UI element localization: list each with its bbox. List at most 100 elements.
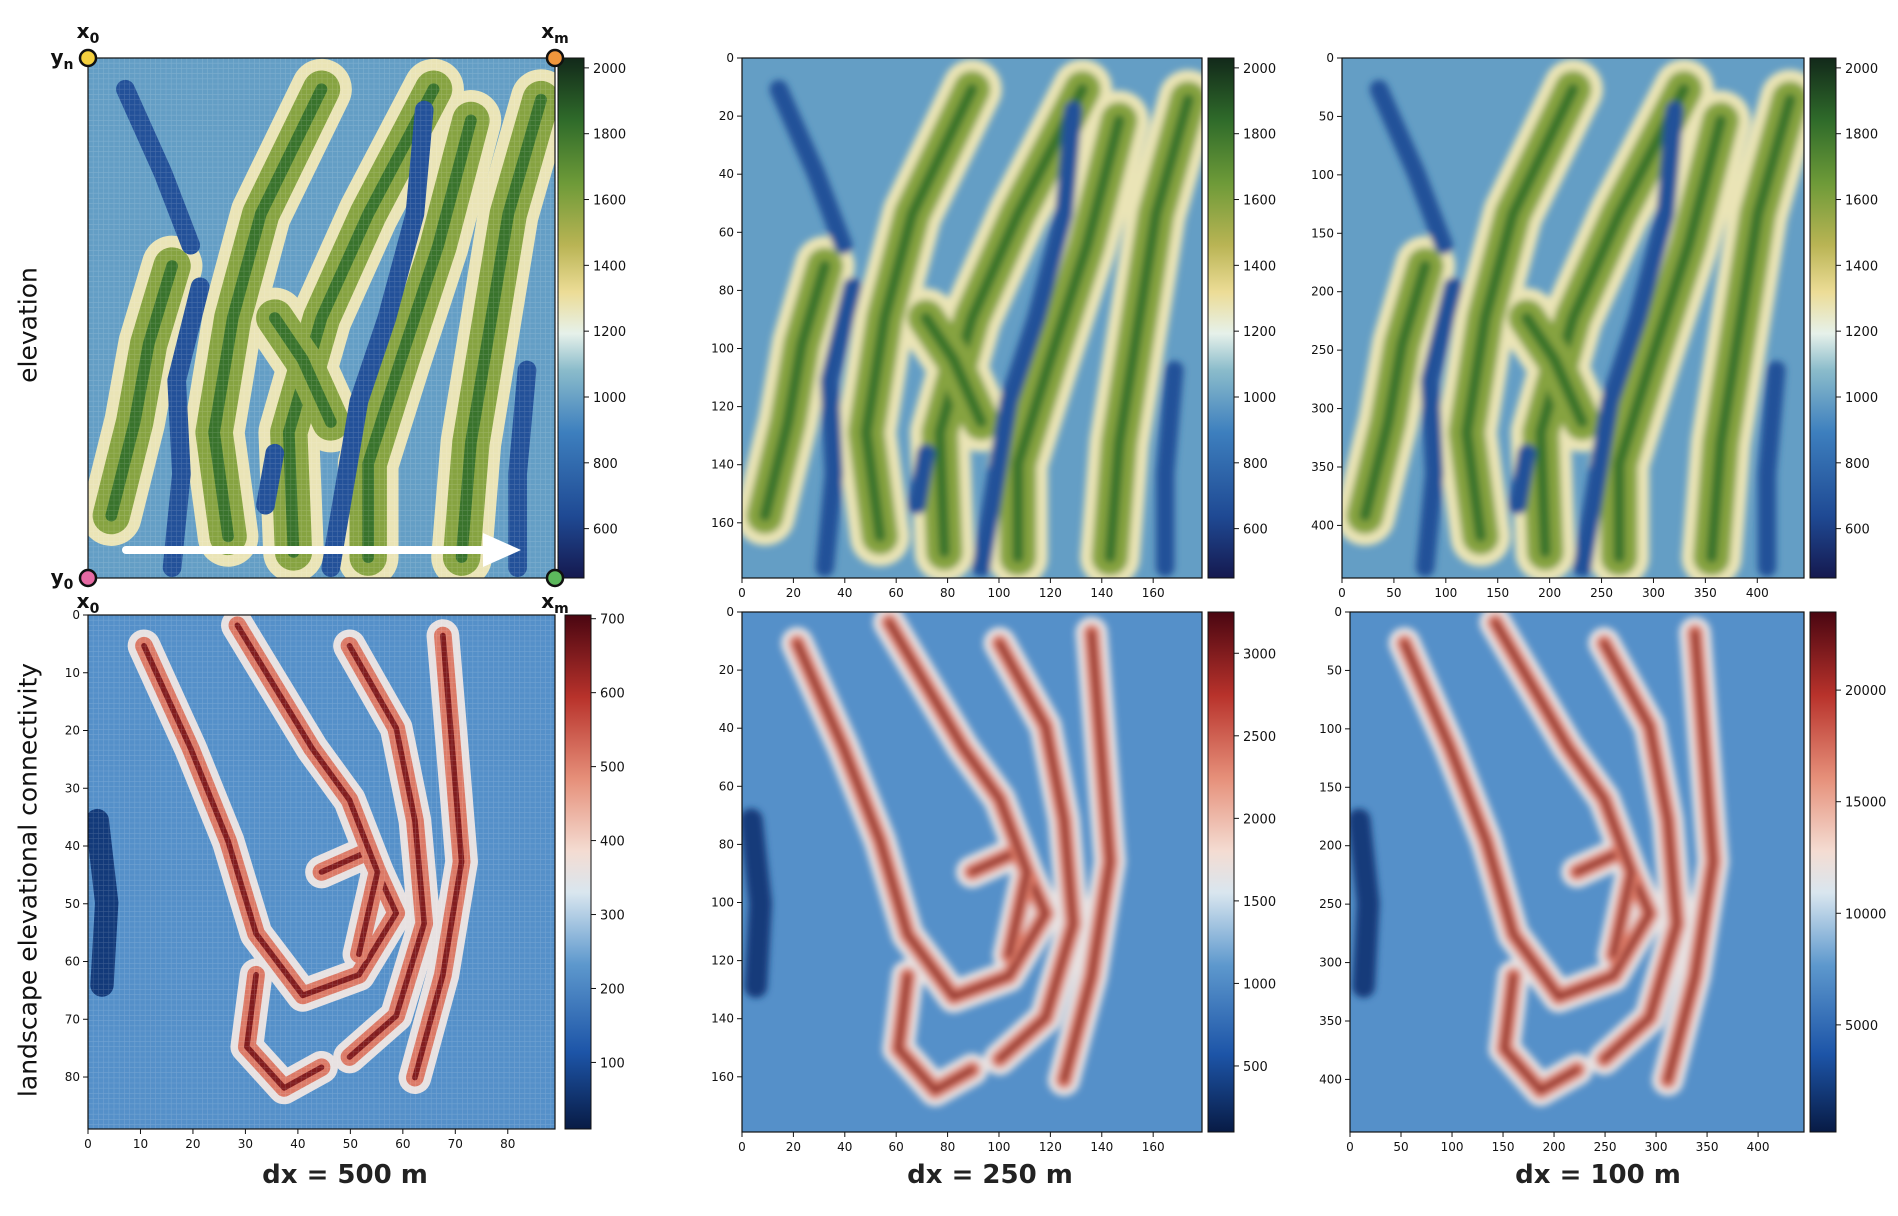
lec-250-colorbar-label: 2500 xyxy=(1243,730,1276,745)
elevation-250-valley xyxy=(972,100,1083,577)
lec-500-ytick-label: 60 xyxy=(65,955,80,969)
lec-500-low-zone xyxy=(88,808,119,997)
lec-500-xtick-label: 10 xyxy=(133,1137,148,1151)
lec-500-band-core xyxy=(243,971,325,1091)
elevation-100-xtick-label: 400 xyxy=(1746,586,1769,600)
elevation-500-valley xyxy=(321,100,434,577)
elevation-250-ridge-crest xyxy=(1104,93,1194,563)
lec-250-ytick-label: 0 xyxy=(726,605,734,619)
elevation-250-xtick-label: 60 xyxy=(889,586,904,600)
corner-label-xm-top: xm xyxy=(541,19,569,47)
elevation-250-xtick-label: 120 xyxy=(1039,586,1062,600)
elevation-100-colorbar-label: 1600 xyxy=(1845,194,1878,209)
lec-250-ytick-label: 40 xyxy=(719,721,734,735)
lec-100-xtick-label: 150 xyxy=(1492,1140,1515,1154)
elevation-100-xtick-label: 50 xyxy=(1386,586,1401,600)
elevation-100-ytick-label: 0 xyxy=(1326,51,1334,65)
lec-250-band-core xyxy=(996,640,1076,1062)
lec-500-field xyxy=(88,615,555,1129)
corner-label-xm-bottom: xm xyxy=(541,589,569,617)
elevation-250-ridge-crest xyxy=(920,312,987,428)
column-label-250: dx = 250 m xyxy=(907,1160,1073,1190)
panel-elevation-500: 600 800 1000 1200 1400 1600 1800 2000 xyxy=(87,57,626,579)
elevation-250-colorbar-label: 2000 xyxy=(1243,62,1276,77)
lec-250-ytick-label: 100 xyxy=(711,896,734,910)
elevation-100-ridge-crest xyxy=(1534,83,1690,558)
elevation-250-ytick-label: 0 xyxy=(726,51,734,65)
lec-250-ytick-label: 160 xyxy=(711,1070,734,1084)
lec-250-colorbar-label: 500 xyxy=(1243,1060,1268,1075)
elevation-100-ytick-label: 100 xyxy=(1311,168,1334,182)
elevation-500-pixel-grid xyxy=(88,58,555,578)
corner-label-x0-top: x0 xyxy=(77,19,100,47)
lec-250-ytick-label: 120 xyxy=(711,954,734,968)
elevation-100-ytick-label: 200 xyxy=(1311,285,1334,299)
lec-500-colorbar-label: 300 xyxy=(600,909,625,924)
lec-250-band-core xyxy=(1061,630,1113,1083)
elevation-250-colorbar xyxy=(1207,57,1235,579)
elevation-250-valley xyxy=(1155,360,1184,577)
elevation-100-xtick-label: 150 xyxy=(1486,586,1509,600)
corner-dot-x0-y0 xyxy=(78,568,98,588)
lec-500-band-core xyxy=(234,622,381,958)
elevation-250-colorbar-label: 1600 xyxy=(1243,194,1276,209)
elevation-250-xtick-label: 160 xyxy=(1142,586,1165,600)
lec-250-colorbar xyxy=(1207,611,1235,1133)
lec-100-colorbar-label: 20000 xyxy=(1845,684,1886,699)
elevation-250-xtick-label: 100 xyxy=(988,586,1011,600)
lec-500-xtick-label: 50 xyxy=(343,1137,358,1151)
elevation-500-field xyxy=(88,58,555,578)
elevation-100-ytick-label: 350 xyxy=(1311,460,1334,474)
elevation-500-ridge-crest xyxy=(282,83,440,558)
elevation-500-colorbar-label: 1600 xyxy=(593,194,626,209)
elevation-100-valley xyxy=(1369,79,1453,255)
lec-250-xtick-label: 80 xyxy=(940,1140,955,1154)
elevation-100-ytick-label: 150 xyxy=(1311,226,1334,240)
panel-lec-500: 0 10 20 30 40 50 60 70 80 0 10 20 30 40 50 60 70 80 100 200… xyxy=(65,608,625,1151)
lec-500-colorbar-label: 200 xyxy=(600,982,625,997)
elevation-100-xtick-label: 300 xyxy=(1642,586,1665,600)
elevation-100-xtick-label: 0 xyxy=(1338,586,1346,600)
lec-500-ytick-label: 80 xyxy=(65,1070,80,1084)
elevation-100-colorbar-label: 2000 xyxy=(1845,62,1878,77)
elevation-100-valley xyxy=(1415,277,1463,577)
column-label-100: dx = 100 m xyxy=(1515,1160,1681,1190)
lec-100-ytick-label: 300 xyxy=(1319,956,1342,970)
elevation-250-colorbar-label: 600 xyxy=(1243,523,1268,538)
lec-500-ytick-label: 0 xyxy=(72,608,80,622)
panel-elevation-100: 0 50 100 150 200 250 300 350 400 0 50 100 150 200 250 3… xyxy=(1311,51,1878,600)
lec-250-xtick-label: 160 xyxy=(1142,1140,1165,1154)
elevation-250-valley xyxy=(769,79,853,255)
elevation-500-colorbar xyxy=(557,57,585,579)
elevation-100-ridge-crest xyxy=(1613,114,1727,563)
column-label-500: dx = 500 m xyxy=(262,1160,428,1190)
elevation-250-ytick-label: 160 xyxy=(711,516,734,530)
elevation-100-colorbar-label: 1200 xyxy=(1845,325,1878,340)
lec-500-ytick-label: 40 xyxy=(65,839,80,853)
elevation-500-colorbar-label: 1400 xyxy=(593,259,626,274)
lec-100-xtick-label: 200 xyxy=(1543,1140,1566,1154)
lec-500-xtick-label: 0 xyxy=(84,1137,92,1151)
lec-100-xtick-label: 250 xyxy=(1594,1140,1617,1154)
row-label-elevation: elevation xyxy=(13,267,43,383)
lec-100-band-core xyxy=(1492,619,1635,958)
elevation-100-ridge-crest xyxy=(1521,312,1588,428)
elevation-500-valley xyxy=(508,360,537,577)
elevation-100-colorbar-label: 1800 xyxy=(1845,128,1878,143)
lec-500-xtick-label: 30 xyxy=(238,1137,253,1151)
elevation-500-valley xyxy=(162,277,210,577)
lec-250-band-core xyxy=(886,619,1030,958)
lec-100-frame xyxy=(1349,611,1805,1133)
elevation-250-valley xyxy=(907,444,936,515)
panel-lec-250: 0 20 40 60 80 100 120 140 160 0 20 40 60 80 100 120 140 1… xyxy=(711,605,1276,1154)
lec-100-ytick-label: 0 xyxy=(1334,605,1342,619)
elevation-500-ridge-crest xyxy=(268,312,337,428)
lec-100-ytick-label: 100 xyxy=(1319,722,1342,736)
elevation-250-ytick-label: 80 xyxy=(719,283,734,297)
elevation-100-ytick-label: 400 xyxy=(1311,518,1334,532)
elevation-500-ridge-crest xyxy=(362,114,477,564)
lec-500-ytick-label: 30 xyxy=(65,781,80,795)
lec-500-colorbar xyxy=(564,614,592,1130)
lec-500-ytick-label: 10 xyxy=(65,666,80,680)
